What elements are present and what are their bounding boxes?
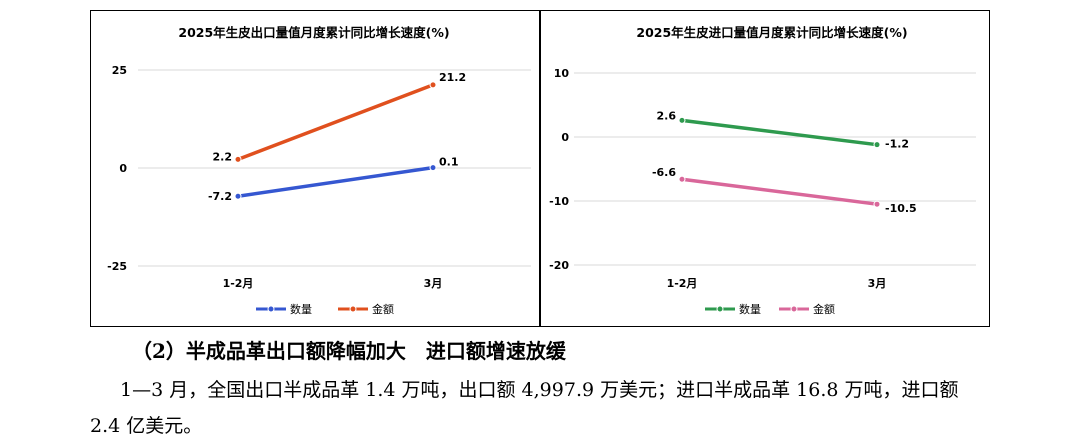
export-data-point <box>234 155 242 163</box>
import-growth-chart: 2025年生皮进口量值月度累计同比增长速度(%) 10 0 -10 -20 1-2月 3月 2… <box>549 25 976 316</box>
import-data-label: -6.6 <box>652 166 676 179</box>
export-chart-title: 2025年生皮出口量值月度累计同比增长速度(%) <box>178 25 449 40</box>
import-data-label: -1.2 <box>885 138 909 151</box>
import-series-line-quantity <box>680 118 879 147</box>
export-data-label: 0.1 <box>439 156 459 169</box>
import-data-point <box>873 141 881 149</box>
import-y-tick-label: 0 <box>561 131 569 144</box>
import-data-point <box>678 175 686 183</box>
import-y-tick-label: 10 <box>554 67 570 80</box>
body-paragraph: 1—3 月，全国出口半成品革 1.4 万吨，出口额 4,997.9 万美元；进口… <box>90 379 959 437</box>
import-x-tick-label: 3月 <box>868 277 887 290</box>
import-legend-label: 数量 <box>739 303 761 316</box>
import-y-tick-label: -20 <box>549 259 569 272</box>
import-data-point <box>873 200 881 208</box>
import-chart-title: 2025年生皮进口量值月度累计同比增长速度(%) <box>636 25 907 40</box>
export-y-tick-label: -25 <box>107 260 127 273</box>
import-legend-marker <box>790 305 798 313</box>
export-data-point <box>234 192 242 200</box>
export-legend-label: 数量 <box>290 303 312 316</box>
export-growth-chart: 2025年生皮出口量值月度累计同比增长速度(%) 25 0 -25 1-2月 3月 -7.2… <box>107 25 531 316</box>
export-data-point <box>429 81 437 89</box>
export-x-tick-label: 3月 <box>424 277 443 290</box>
export-data-label: 2.2 <box>213 150 233 163</box>
export-legend-label: 金额 <box>372 302 394 316</box>
import-data-label: 2.6 <box>657 109 677 122</box>
charts-divider <box>539 10 541 327</box>
import-data-label: -10.5 <box>885 202 917 215</box>
import-x-tick-label: 1-2月 <box>667 277 698 290</box>
export-data-point <box>429 164 437 172</box>
import-legend-marker <box>716 305 724 313</box>
export-series-line-amount <box>236 83 435 162</box>
import-data-point <box>678 116 686 124</box>
export-y-tick-label: 0 <box>119 162 127 175</box>
export-series-line-quantity <box>236 165 435 198</box>
section-heading: （2）半成品革出口额降幅加大 进口额增速放缓 <box>132 339 566 363</box>
export-data-label: 21.2 <box>439 71 466 84</box>
import-y-tick-label: -10 <box>549 195 569 208</box>
import-legend-label: 金额 <box>813 302 835 316</box>
export-y-tick-label: 25 <box>112 64 127 77</box>
export-x-tick-label: 1-2月 <box>223 277 254 290</box>
export-legend-marker <box>349 305 357 313</box>
export-data-label: -7.2 <box>208 190 232 203</box>
import-series-line-amount <box>680 177 879 206</box>
export-legend-marker <box>267 305 275 313</box>
